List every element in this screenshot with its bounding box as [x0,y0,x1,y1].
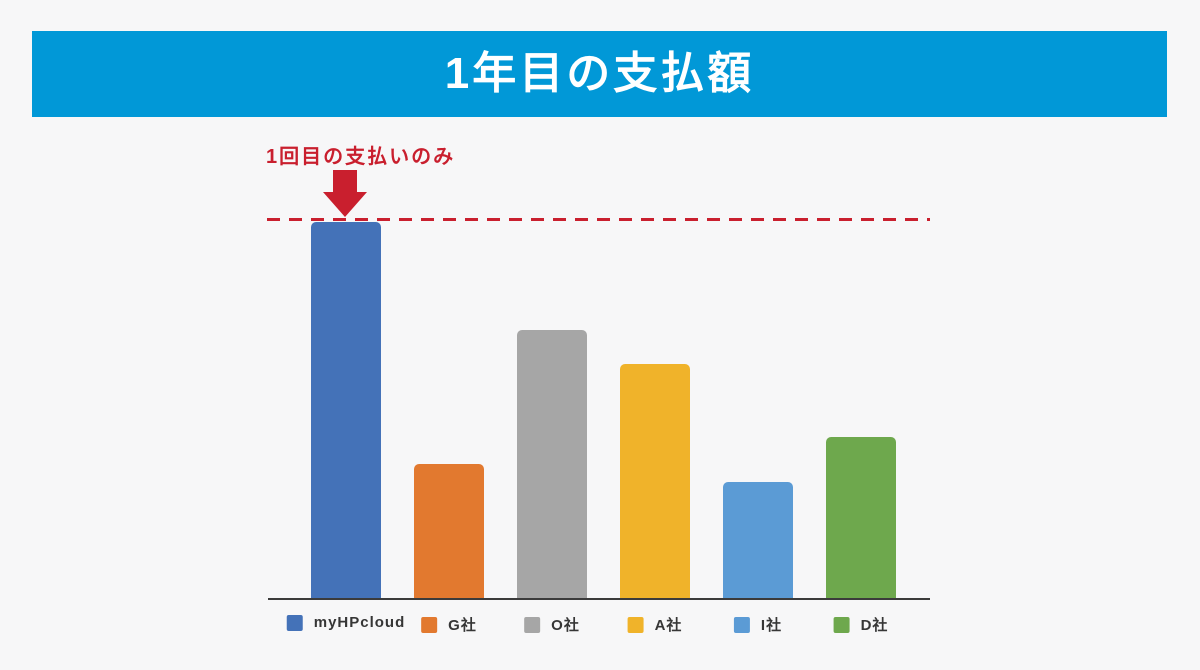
legend-item-I社: I社 [733,614,783,635]
bar-D社 [826,437,896,600]
legend-swatch [524,616,541,633]
legend-item-D社: D社 [833,614,889,635]
legend-label: O社 [551,617,580,634]
legend-item-G社: G社 [421,614,477,635]
bar-I社 [723,482,793,600]
legend-label: A社 [654,617,683,634]
legend: myHPcloud G社 O社 A社 I社 D社 [268,614,930,638]
bar-O社 [517,330,587,600]
down-arrow-icon [323,170,367,217]
title-banner: 1年目の支払額 [32,31,1167,117]
legend-item-A社: A社 [627,614,683,635]
legend-swatch [627,616,644,633]
annotation-label: 1回目の支払いのみ [266,146,456,168]
legend-item-O社: O社 [524,614,580,635]
legend-item-myHPcloud: myHPcloud [286,614,406,631]
legend-label: I社 [760,617,783,634]
bar-G社 [414,464,484,600]
legend-swatch [833,616,850,633]
legend-swatch [421,616,438,633]
legend-label: myHPcloud [313,614,406,631]
x-axis-line [268,598,930,600]
bar-myHPcloud [311,222,381,600]
legend-label: G社 [448,617,477,634]
legend-swatch [733,616,750,633]
legend-swatch [286,614,303,631]
page-title: 1年目の支払額 [444,49,755,98]
legend-label: D社 [860,617,889,634]
bar-A社 [620,364,690,600]
bar-chart [268,222,930,600]
threshold-dashed-line [267,218,930,221]
